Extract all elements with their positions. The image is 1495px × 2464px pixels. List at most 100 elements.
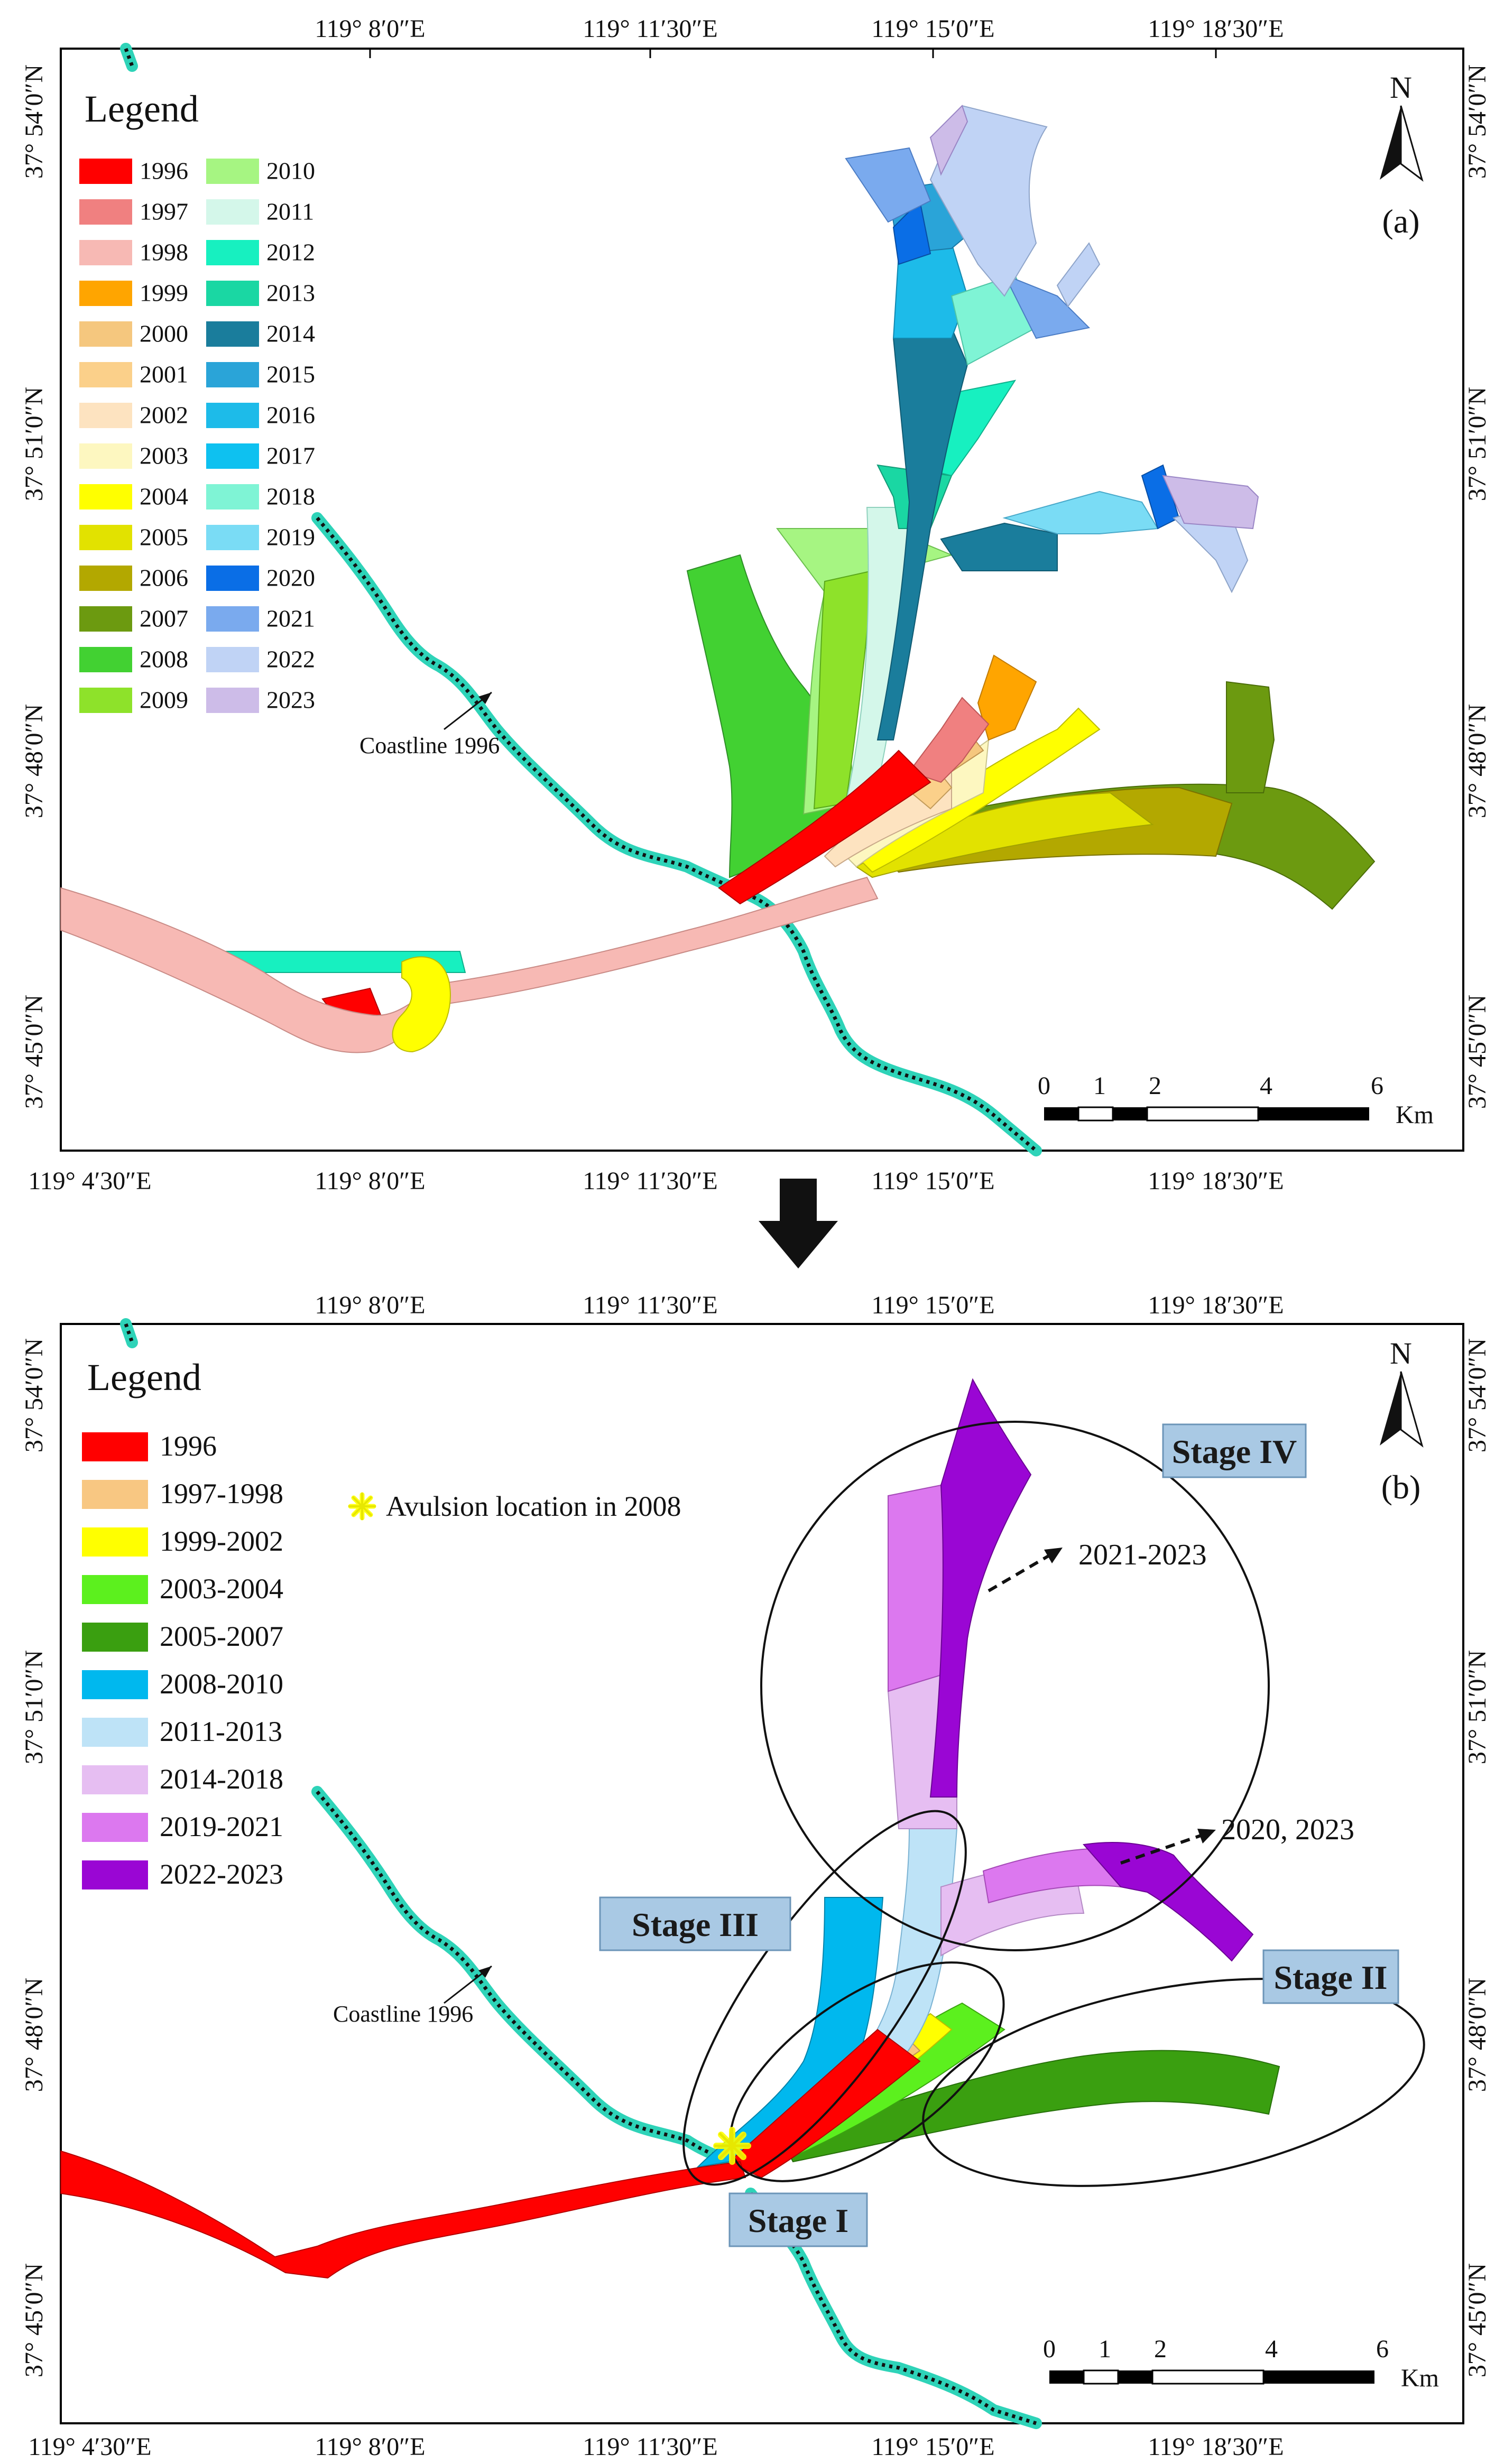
lobe-2007b — [1226, 681, 1275, 793]
annotation-arrows: 2021-2023 2020, 2023 — [988, 1539, 1354, 1865]
lon-tick-top: 119° 15′0″E — [871, 15, 994, 43]
legend-swatch — [79, 321, 132, 347]
panel-b: Stage IV Stage II Stage III Stage I 2021… — [20, 1291, 1491, 2461]
legend-label: 2009 — [140, 686, 188, 713]
legend-swatch — [82, 1718, 148, 1747]
legend-entry: 2001 — [79, 360, 188, 387]
legend-entry: 2000 — [79, 320, 188, 347]
lat-tick-right: 37° 48′0″N — [1463, 1978, 1491, 2092]
north-arrow-icon: N — [1380, 1336, 1424, 1448]
legend-entry: 2003 — [79, 442, 188, 469]
legend-swatch — [82, 1765, 148, 1794]
legend-label: 1996 — [160, 1430, 217, 1462]
lon-ticks-bottom-b: 119° 4′30″E 119° 8′0″E 119° 11′30″E 119°… — [28, 2433, 1284, 2461]
legend-entry: 1999 — [79, 279, 188, 306]
lobe-1997 — [908, 697, 990, 783]
legend-swatch — [79, 484, 132, 510]
scale-label: 1 — [1093, 1072, 1106, 1100]
lat-ticks-right-a: 37° 54′0″N 37° 51′0″N 37° 48′0″N 37° 45′… — [1463, 64, 1491, 1109]
lat-tick-right: 37° 45′0″N — [1463, 2263, 1491, 2377]
lon-tick-top: 119° 18′30″E — [1148, 1291, 1284, 1319]
stage-iv-label: Stage IV — [1172, 1433, 1297, 1470]
lobe-1996-b — [728, 2028, 921, 2179]
scale-label: 0 — [1038, 1072, 1050, 1100]
avulsion-label: Avulsion location in 2008 — [386, 1490, 681, 1522]
lat-tick-left: 37° 51′0″N — [20, 1650, 48, 1764]
lobe-2023 — [929, 105, 968, 176]
legend-label: 2017 — [266, 442, 315, 469]
legend-label: 2016 — [266, 401, 315, 428]
annotation-2021-2023: 2021-2023 — [1078, 1539, 1207, 1571]
panel-label-a: (a) — [1382, 202, 1419, 240]
stage-iv-box — [1162, 1423, 1307, 1478]
legend-label: 2012 — [266, 238, 315, 265]
lobe-1999 — [977, 654, 1037, 741]
lobe-2021 — [845, 147, 931, 223]
north-label: N — [1390, 1336, 1412, 1370]
legend-label: 2022-2023 — [160, 1858, 283, 1890]
lon-tick-top: 119° 18′30″E — [1148, 15, 1284, 43]
stage-ii-label: Stage II — [1273, 1959, 1387, 1996]
legend-swatch — [206, 362, 259, 387]
legend-entry: 1997-1998 — [82, 1478, 283, 1509]
lon-ticks-top-a: 119° 8′0″E 119° 11′30″E 119° 15′0″E 119°… — [315, 15, 1284, 58]
stage-iv-ellipse — [760, 1421, 1270, 1951]
legend-swatch — [206, 159, 259, 184]
legend-label: 2008-2010 — [160, 1668, 283, 1700]
lobe-2021b — [1003, 274, 1091, 339]
panel-label-b: (b) — [1381, 1468, 1421, 1506]
down-arrow-icon — [759, 1179, 838, 1268]
lon-tick-bottom: 119° 4′30″E — [28, 1167, 151, 1195]
lat-tick-left: 37° 54′0″N — [20, 64, 48, 179]
coastline-1996-a — [120, 43, 1042, 1156]
scale-label: 0 — [1043, 2335, 1056, 2363]
legend-label: 2021 — [266, 605, 315, 632]
legend-entry: 2020 — [206, 564, 315, 591]
legend-label: 2022 — [266, 645, 315, 672]
legend-swatch — [79, 647, 132, 672]
legend-swatch — [79, 443, 132, 469]
scale-bar-a: 0 1 2 4 6 Km — [1038, 1072, 1434, 1129]
scale-unit: Km — [1401, 2364, 1439, 2392]
lat-ticks-right-b: 37° 54′0″N 37° 51′0″N 37° 48′0″N 37° 45′… — [1463, 1338, 1491, 2377]
legend-entry: 2014-2018 — [82, 1763, 283, 1795]
legend-swatch — [206, 199, 259, 225]
lon-tick-bottom: 119° 18′30″E — [1148, 1167, 1284, 1195]
legend-label: 2003-2004 — [160, 1573, 283, 1605]
lat-tick-left: 37° 45′0″N — [20, 2263, 48, 2377]
legend-swatch — [206, 240, 259, 265]
lobe-2022b — [1056, 242, 1101, 308]
legend-entry: 1998 — [79, 238, 188, 265]
legend-swatch — [82, 1575, 148, 1604]
lat-tick-left: 37° 51′0″N — [20, 387, 48, 501]
legend-swatch — [206, 688, 259, 713]
channel-lobes-a — [60, 105, 1376, 1053]
legend-swatch — [206, 281, 259, 306]
stage-i-ellipse — [729, 1961, 1005, 2182]
lat-tick-left: 37° 54′0″N — [20, 1338, 48, 1452]
legend-label: 1997 — [140, 198, 188, 225]
stage-iii-box — [599, 1896, 791, 1951]
lon-tick-bottom: 119° 15′0″E — [871, 2433, 994, 2461]
legend-title: Legend — [85, 88, 199, 130]
lat-tick-left: 37° 48′0″N — [20, 1978, 48, 2092]
stage-labels: Stage IV Stage II Stage III Stage I — [599, 1423, 1399, 2247]
legend-entry: 2023 — [206, 686, 315, 713]
legend-entry: 2013 — [206, 279, 315, 306]
legend-label: 2008 — [140, 645, 188, 672]
scale-label: 6 — [1376, 2335, 1389, 2363]
annotation-2020-2023: 2020, 2023 — [1221, 1813, 1354, 1846]
lon-tick-top: 119° 8′0″E — [315, 15, 425, 43]
scale-unit: Km — [1396, 1101, 1434, 1129]
lobe-2014 — [876, 327, 968, 740]
north-label: N — [1390, 70, 1412, 105]
legend-entry: 2012 — [206, 238, 315, 265]
lon-tick-top: 119° 15′0″E — [871, 1291, 994, 1319]
legend-label: 2011-2013 — [160, 1716, 282, 1747]
legend-swatch — [82, 1860, 148, 1889]
lon-tick-bottom: 119° 8′0″E — [315, 2433, 425, 2461]
lon-tick-top: 119° 8′0″E — [315, 1291, 425, 1319]
legend-entry: 2019 — [206, 523, 315, 550]
coastline-label-b: Coastline 1996 — [333, 1965, 492, 2027]
lon-tick-bottom: 119° 8′0″E — [315, 1167, 425, 1195]
